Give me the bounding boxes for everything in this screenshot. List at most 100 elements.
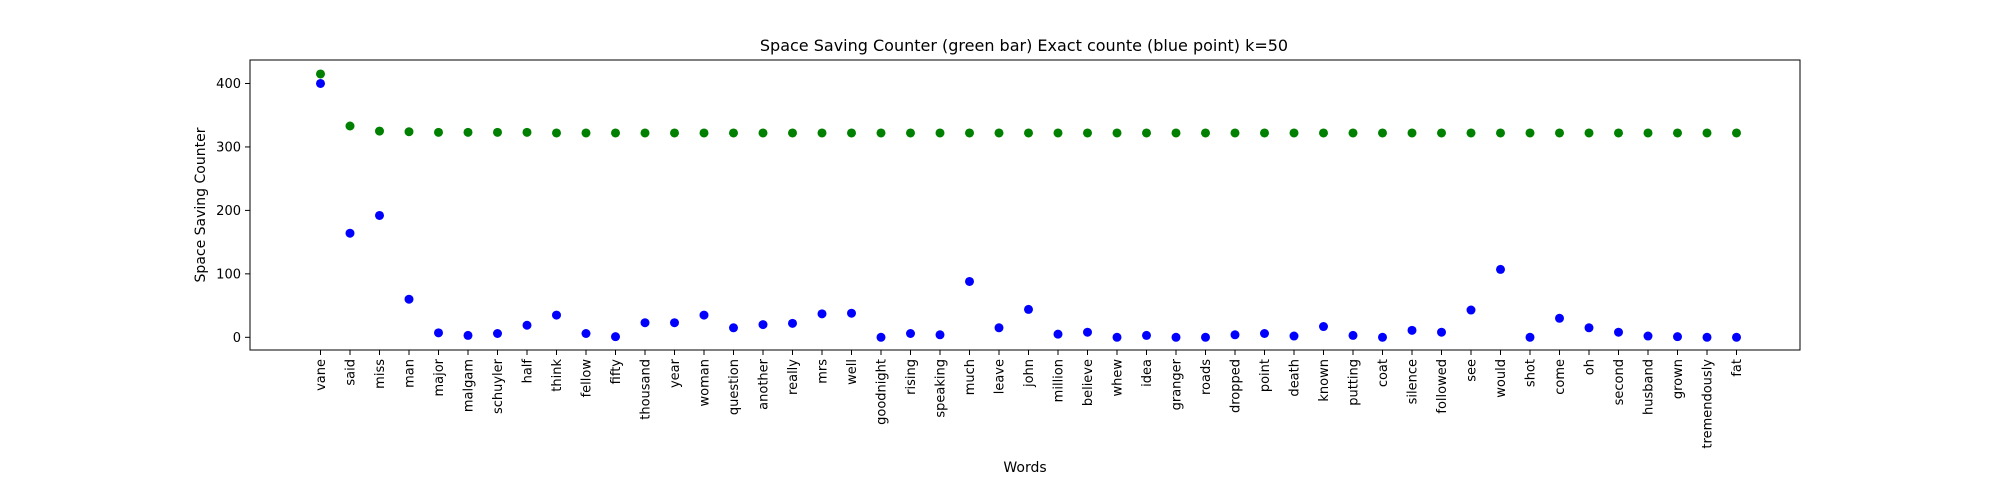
space-saving-point [1732,128,1741,138]
exact-count-point [729,323,738,333]
exact-count-point [1673,332,1682,342]
y-tick-label: 100 [216,267,241,282]
exact-count-point [1171,332,1181,342]
exact-count-point [876,332,886,342]
space-saving-point [1348,128,1358,138]
exact-count-point [375,210,384,220]
x-tick-label: point [1258,359,1273,392]
space-saving-point [463,127,473,137]
x-tick-label: half [521,359,536,384]
space-saving-point [522,127,532,137]
x-tick-label: grown [1671,359,1686,399]
exact-count-point [1142,330,1151,340]
space-saving-point [1378,128,1387,138]
exact-count-point [434,328,443,338]
exact-count-point [1584,323,1594,333]
x-tick-label: speaking [934,359,949,418]
x-tick-label: question [727,359,742,415]
exact-count-point [1348,330,1358,340]
space-saving-point [493,127,502,137]
space-saving-point [1466,128,1476,138]
x-tick-label: rising [904,359,919,395]
space-saving-point [1142,128,1151,138]
exact-count-point [493,329,502,339]
x-tick-label: john [1022,359,1037,388]
space-saving-point [699,128,709,138]
exact-count-point [935,330,945,340]
x-tick-label: roads [1199,359,1214,395]
exact-count-point [1260,329,1269,339]
space-saving-point [1024,128,1033,138]
exact-count-point [758,320,768,330]
exact-count-point [906,329,915,339]
exact-count-point [817,309,827,319]
x-tick-label: malgam [462,359,477,412]
x-tick-label: coat [1376,359,1391,387]
x-tick-label: year [668,358,683,388]
x-tick-label: followed [1435,359,1450,414]
exact-count-point [994,323,1004,333]
y-axis: 0 100 200 300 400 [216,77,250,346]
space-saving-point [1083,128,1092,138]
y-tick-label: 200 [216,204,241,219]
exact-count-point [965,276,974,286]
exact-count-point [1407,325,1417,335]
x-tick-label: goodnight [875,359,890,425]
x-tick-label: think [550,359,565,392]
space-saving-point [434,127,443,137]
x-tick-label: oh [1583,359,1598,375]
space-saving-point [906,128,915,138]
exact-count-point [581,329,591,339]
exact-count-point [670,318,679,328]
x-tick-label: million [1052,359,1067,402]
space-saving-point [1673,128,1682,138]
x-tick-label: second [1612,359,1627,405]
exact-count-point [316,78,325,88]
exact-count-point [552,310,561,320]
space-saving-point [1112,128,1122,138]
exact-count-point [1525,332,1535,342]
space-saving-point [1525,128,1535,138]
exact-count-point [1466,305,1476,315]
x-tick-label: putting [1347,359,1362,406]
space-saving-point [1555,128,1564,138]
x-tick-label: idea [1140,359,1155,387]
plot-frame [249,59,1801,351]
x-tick-label: leave [993,359,1008,394]
space-saving-point [817,128,827,138]
space-saving-point [316,69,325,79]
x-tick-label: silence [1406,359,1421,404]
exact-count-point [1319,322,1328,332]
x-tick-label: well [845,359,860,385]
exact-count-point [1614,327,1623,337]
exact-count-point [1437,327,1446,337]
y-axis-label: Space Saving Counter [193,127,209,282]
space-saving-point [1643,128,1653,138]
exact-count-point [699,310,709,320]
exact-count-point [1289,331,1299,341]
exact-count-point [1024,304,1033,314]
exact-count-point [1555,313,1564,323]
x-tick-label: thousand [639,359,654,420]
exact-count-point [1732,332,1741,342]
space-saving-point [1614,128,1623,138]
x-tick-label: husband [1642,359,1657,415]
x-tick-label: shot [1524,359,1539,387]
space-saving-point [1584,128,1594,138]
x-tick-label: whew [1111,359,1126,397]
x-tick-label: dropped [1229,359,1244,413]
space-saving-point [552,128,561,138]
exact-count-point [1083,327,1092,337]
x-tick-label: see [1465,359,1480,382]
exact-count-point [463,330,473,340]
x-axis-label: Words [1003,460,1046,476]
x-tick-label: come [1553,359,1568,395]
exact-count-point [404,294,414,304]
x-tick-label: mrs [816,359,831,384]
space-saving-point [375,126,384,136]
exact-count-point [611,332,620,342]
exact-count-point [1201,332,1210,342]
space-saving-point [611,128,620,138]
exact-count-point [522,320,532,330]
